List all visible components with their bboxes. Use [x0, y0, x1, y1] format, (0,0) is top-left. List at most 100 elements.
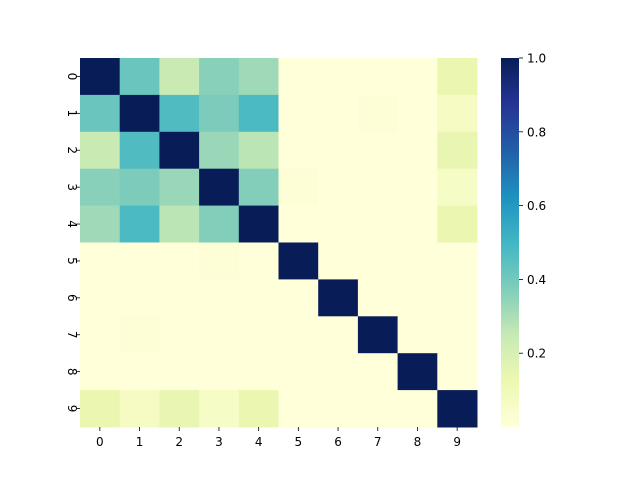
heatmap-cell-3-4	[238, 168, 279, 207]
heatmap-cell-4-5	[278, 205, 319, 243]
heatmap-cell-2-0	[80, 131, 121, 170]
heatmap-cell-7-3	[199, 316, 240, 354]
heatmap-cell-9-3	[199, 390, 240, 428]
colorbar-tick-label: 0.2	[527, 347, 546, 361]
x-tick-label: 2	[175, 435, 183, 449]
heatmap-cell-2-8	[397, 131, 438, 170]
heatmap-cell-7-7	[357, 316, 399, 354]
heatmap-cell-8-5	[278, 353, 319, 391]
heatmap-cell-0-6	[318, 58, 359, 96]
heatmap-cell-3-0	[80, 168, 121, 207]
heatmap-cell-6-9	[437, 279, 478, 317]
heatmap-cell-7-9	[437, 316, 478, 354]
heatmap-cell-7-8	[397, 316, 438, 354]
heatmap-cell-2-4	[238, 131, 279, 170]
heatmap-cell-6-8	[397, 279, 438, 317]
heatmap-cell-4-3	[199, 205, 240, 243]
colorbar-ticks: 0.2 0.4 0.6 0.8 1.0	[519, 52, 546, 361]
x-tick-label: 1	[136, 435, 144, 449]
heatmap-cell-1-7	[357, 94, 399, 133]
heatmap-cell-6-6	[318, 279, 359, 317]
x-tick-label: 8	[414, 435, 422, 449]
heatmap-cell-3-3	[199, 168, 240, 207]
heatmap-cell-4-1	[119, 205, 160, 243]
heatmap-cell-1-3	[199, 94, 240, 133]
heatmap-cell-0-9	[437, 58, 478, 96]
heatmap-cell-2-3	[199, 131, 240, 170]
heatmap-cell-9-8	[397, 390, 438, 428]
heatmap-cell-2-5	[278, 131, 319, 170]
heatmap-cell-6-4	[238, 279, 279, 317]
heatmap-cell-2-2	[159, 131, 200, 170]
heatmap-cell-1-0	[80, 94, 121, 133]
heatmap-cell-8-0	[80, 353, 121, 391]
heatmap-cell-0-5	[278, 58, 319, 96]
y-tick-label: 4	[65, 220, 79, 228]
heatmap-cell-1-2	[159, 94, 200, 133]
heatmap-cell-1-5	[278, 94, 319, 133]
heatmap-cell-3-6	[318, 168, 359, 207]
heatmap-cell-0-7	[357, 58, 399, 96]
heatmap-cell-5-2	[159, 242, 200, 280]
heatmap-cell-4-8	[397, 205, 438, 243]
heatmap-cell-9-2	[159, 390, 200, 428]
heatmap-cells	[80, 58, 478, 428]
x-tick-label: 6	[334, 435, 342, 449]
heatmap-cell-8-1	[119, 353, 160, 391]
heatmap-cell-6-1	[119, 279, 160, 317]
heatmap-cell-1-4	[238, 94, 279, 133]
heatmap-cell-8-7	[357, 353, 399, 391]
heatmap-cell-8-3	[199, 353, 240, 391]
x-tick-label: 5	[295, 435, 303, 449]
heatmap-cell-0-0	[80, 58, 121, 96]
heatmap-cell-6-0	[80, 279, 121, 317]
heatmap-cell-5-9	[437, 242, 478, 280]
heatmap-cell-5-8	[397, 242, 438, 280]
heatmap-cell-5-7	[357, 242, 399, 280]
heatmap-cell-8-6	[318, 353, 359, 391]
heatmap-cell-7-5	[278, 316, 319, 354]
heatmap-cell-2-9	[437, 131, 478, 170]
heatmap-cell-9-9	[437, 390, 478, 428]
heatmap-cell-5-0	[80, 242, 121, 280]
y-tick-label: 1	[65, 110, 79, 118]
heatmap-cell-8-9	[437, 353, 478, 391]
heatmap-cell-0-4	[238, 58, 279, 96]
y-tick-label: 9	[65, 405, 79, 413]
heatmap-cell-9-4	[238, 390, 279, 428]
heatmap-cell-6-7	[357, 279, 399, 317]
colorbar-tick-label: 0.4	[527, 273, 546, 287]
y-tick-label: 6	[65, 294, 79, 302]
heatmap-cell-8-4	[238, 353, 279, 391]
heatmap-cell-8-2	[159, 353, 200, 391]
colorbar-tick-label: 0.6	[527, 199, 546, 213]
heatmap-cell-6-2	[159, 279, 200, 317]
heatmap-cell-2-7	[357, 131, 399, 170]
heatmap-cell-0-8	[397, 58, 438, 96]
heatmap-cell-0-2	[159, 58, 200, 96]
heatmap-cell-9-0	[80, 390, 121, 428]
heatmap-cell-3-7	[357, 168, 399, 207]
heatmap-cell-1-8	[397, 94, 438, 133]
heatmap-cell-7-2	[159, 316, 200, 354]
x-tick-label: 9	[453, 435, 461, 449]
heatmap-cell-3-1	[119, 168, 160, 207]
heatmap-cell-5-6	[318, 242, 359, 280]
heatmap-cell-4-7	[357, 205, 399, 243]
heatmap-cell-7-6	[318, 316, 359, 354]
heatmap-cell-8-8	[397, 353, 438, 391]
heatmap-cell-5-5	[278, 242, 319, 280]
heatmap-cell-6-5	[278, 279, 319, 317]
heatmap-cell-5-4	[238, 242, 279, 280]
y-tick-label: 7	[65, 331, 79, 339]
y-tick-label: 0	[65, 73, 79, 81]
y-tick-label: 2	[65, 146, 79, 154]
colorbar	[501, 58, 519, 427]
y-tick-label: 3	[65, 183, 79, 191]
heatmap-cell-4-9	[437, 205, 478, 243]
heatmap-cell-5-3	[199, 242, 240, 280]
colorbar-tick-label: 0.8	[527, 125, 546, 139]
y-tick-label: 5	[65, 257, 79, 265]
heatmap-cell-1-6	[318, 94, 359, 133]
